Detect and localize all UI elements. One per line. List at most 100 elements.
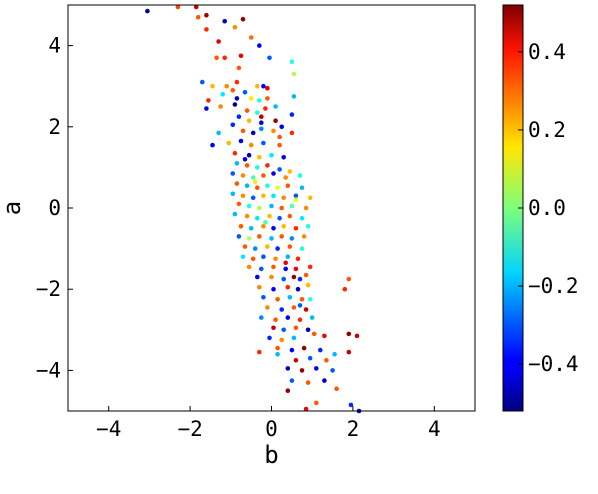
data-point bbox=[257, 155, 262, 160]
data-point bbox=[263, 219, 268, 225]
data-point bbox=[257, 234, 262, 239]
data-point bbox=[279, 205, 285, 211]
data-point bbox=[257, 284, 262, 290]
data-point bbox=[287, 213, 293, 219]
data-point bbox=[283, 175, 289, 180]
data-point bbox=[236, 114, 242, 119]
data-point bbox=[281, 224, 287, 229]
data-point bbox=[293, 325, 299, 331]
data-point bbox=[273, 104, 278, 109]
data-point bbox=[259, 114, 264, 119]
data-point bbox=[277, 134, 282, 140]
data-point bbox=[332, 351, 337, 357]
data-point bbox=[330, 368, 335, 373]
data-point bbox=[222, 18, 227, 24]
data-point bbox=[261, 224, 266, 229]
data-point bbox=[244, 213, 250, 219]
data-point bbox=[248, 142, 254, 148]
data-point bbox=[222, 55, 227, 61]
data-point bbox=[261, 254, 266, 259]
data-point bbox=[250, 256, 256, 262]
data-point bbox=[240, 16, 246, 22]
x-axis-ticks: −4 −2 0 2 4 bbox=[96, 406, 441, 441]
data-point bbox=[240, 254, 246, 259]
data-point bbox=[297, 276, 303, 282]
data-point bbox=[252, 246, 258, 251]
data-point bbox=[250, 175, 256, 180]
data-point bbox=[267, 335, 272, 341]
data-point bbox=[232, 211, 238, 217]
data-point bbox=[204, 12, 209, 18]
data-point bbox=[297, 303, 303, 308]
data-point bbox=[265, 305, 270, 310]
data-point bbox=[303, 272, 309, 278]
x-tick-label: 2 bbox=[347, 417, 360, 441]
data-point bbox=[234, 181, 240, 186]
data-point bbox=[261, 295, 266, 300]
data-point bbox=[293, 226, 299, 231]
data-point bbox=[299, 185, 305, 190]
data-point bbox=[254, 165, 260, 170]
data-point bbox=[322, 333, 327, 339]
data-point bbox=[265, 163, 270, 168]
data-point bbox=[287, 244, 293, 249]
data-point bbox=[261, 140, 266, 146]
data-point bbox=[263, 106, 268, 111]
data-point bbox=[232, 102, 238, 107]
colorbar-tick-label: 0.0 bbox=[528, 196, 566, 220]
data-point bbox=[210, 142, 215, 148]
data-point bbox=[269, 274, 274, 280]
x-axis-label: b bbox=[264, 441, 278, 469]
data-point bbox=[281, 276, 287, 282]
data-point bbox=[195, 14, 201, 20]
data-point bbox=[234, 96, 240, 101]
data-point bbox=[318, 347, 323, 353]
scatter-points bbox=[145, 4, 362, 414]
data-point bbox=[305, 282, 311, 288]
data-point bbox=[250, 195, 256, 201]
data-point bbox=[273, 256, 278, 262]
data-point bbox=[305, 327, 311, 333]
data-point bbox=[216, 39, 221, 44]
data-point bbox=[236, 234, 242, 239]
data-point bbox=[242, 90, 248, 95]
data-point bbox=[261, 173, 266, 178]
data-point bbox=[354, 333, 360, 339]
data-point bbox=[346, 276, 352, 282]
data-point bbox=[145, 8, 150, 14]
data-point bbox=[279, 307, 285, 312]
data-point bbox=[234, 161, 240, 166]
data-point bbox=[261, 193, 266, 199]
data-point bbox=[303, 307, 309, 312]
data-point bbox=[230, 88, 236, 93]
data-point bbox=[257, 205, 262, 211]
data-point bbox=[259, 126, 264, 132]
colorbar-tick-label: −0.2 bbox=[528, 274, 579, 298]
data-point bbox=[265, 183, 270, 188]
data-point bbox=[230, 191, 236, 197]
data-point bbox=[248, 226, 254, 231]
data-point bbox=[309, 315, 315, 320]
colorbar-tick-label: −0.4 bbox=[528, 352, 579, 376]
data-point bbox=[287, 169, 293, 174]
data-point bbox=[314, 400, 319, 406]
data-point bbox=[236, 201, 242, 207]
data-point bbox=[277, 142, 282, 148]
data-point bbox=[273, 317, 278, 323]
data-point bbox=[259, 120, 264, 125]
data-point bbox=[257, 43, 262, 48]
data-point bbox=[275, 246, 280, 251]
data-point bbox=[334, 386, 339, 392]
data-point bbox=[287, 295, 293, 300]
data-point bbox=[285, 366, 291, 371]
data-point bbox=[299, 215, 305, 221]
data-point bbox=[242, 244, 248, 249]
data-point bbox=[293, 197, 299, 203]
data-point bbox=[297, 317, 303, 323]
data-point bbox=[293, 193, 299, 199]
data-point bbox=[277, 215, 282, 221]
data-point bbox=[289, 130, 295, 136]
y-tick-label: 2 bbox=[48, 115, 61, 139]
data-point bbox=[324, 358, 329, 363]
